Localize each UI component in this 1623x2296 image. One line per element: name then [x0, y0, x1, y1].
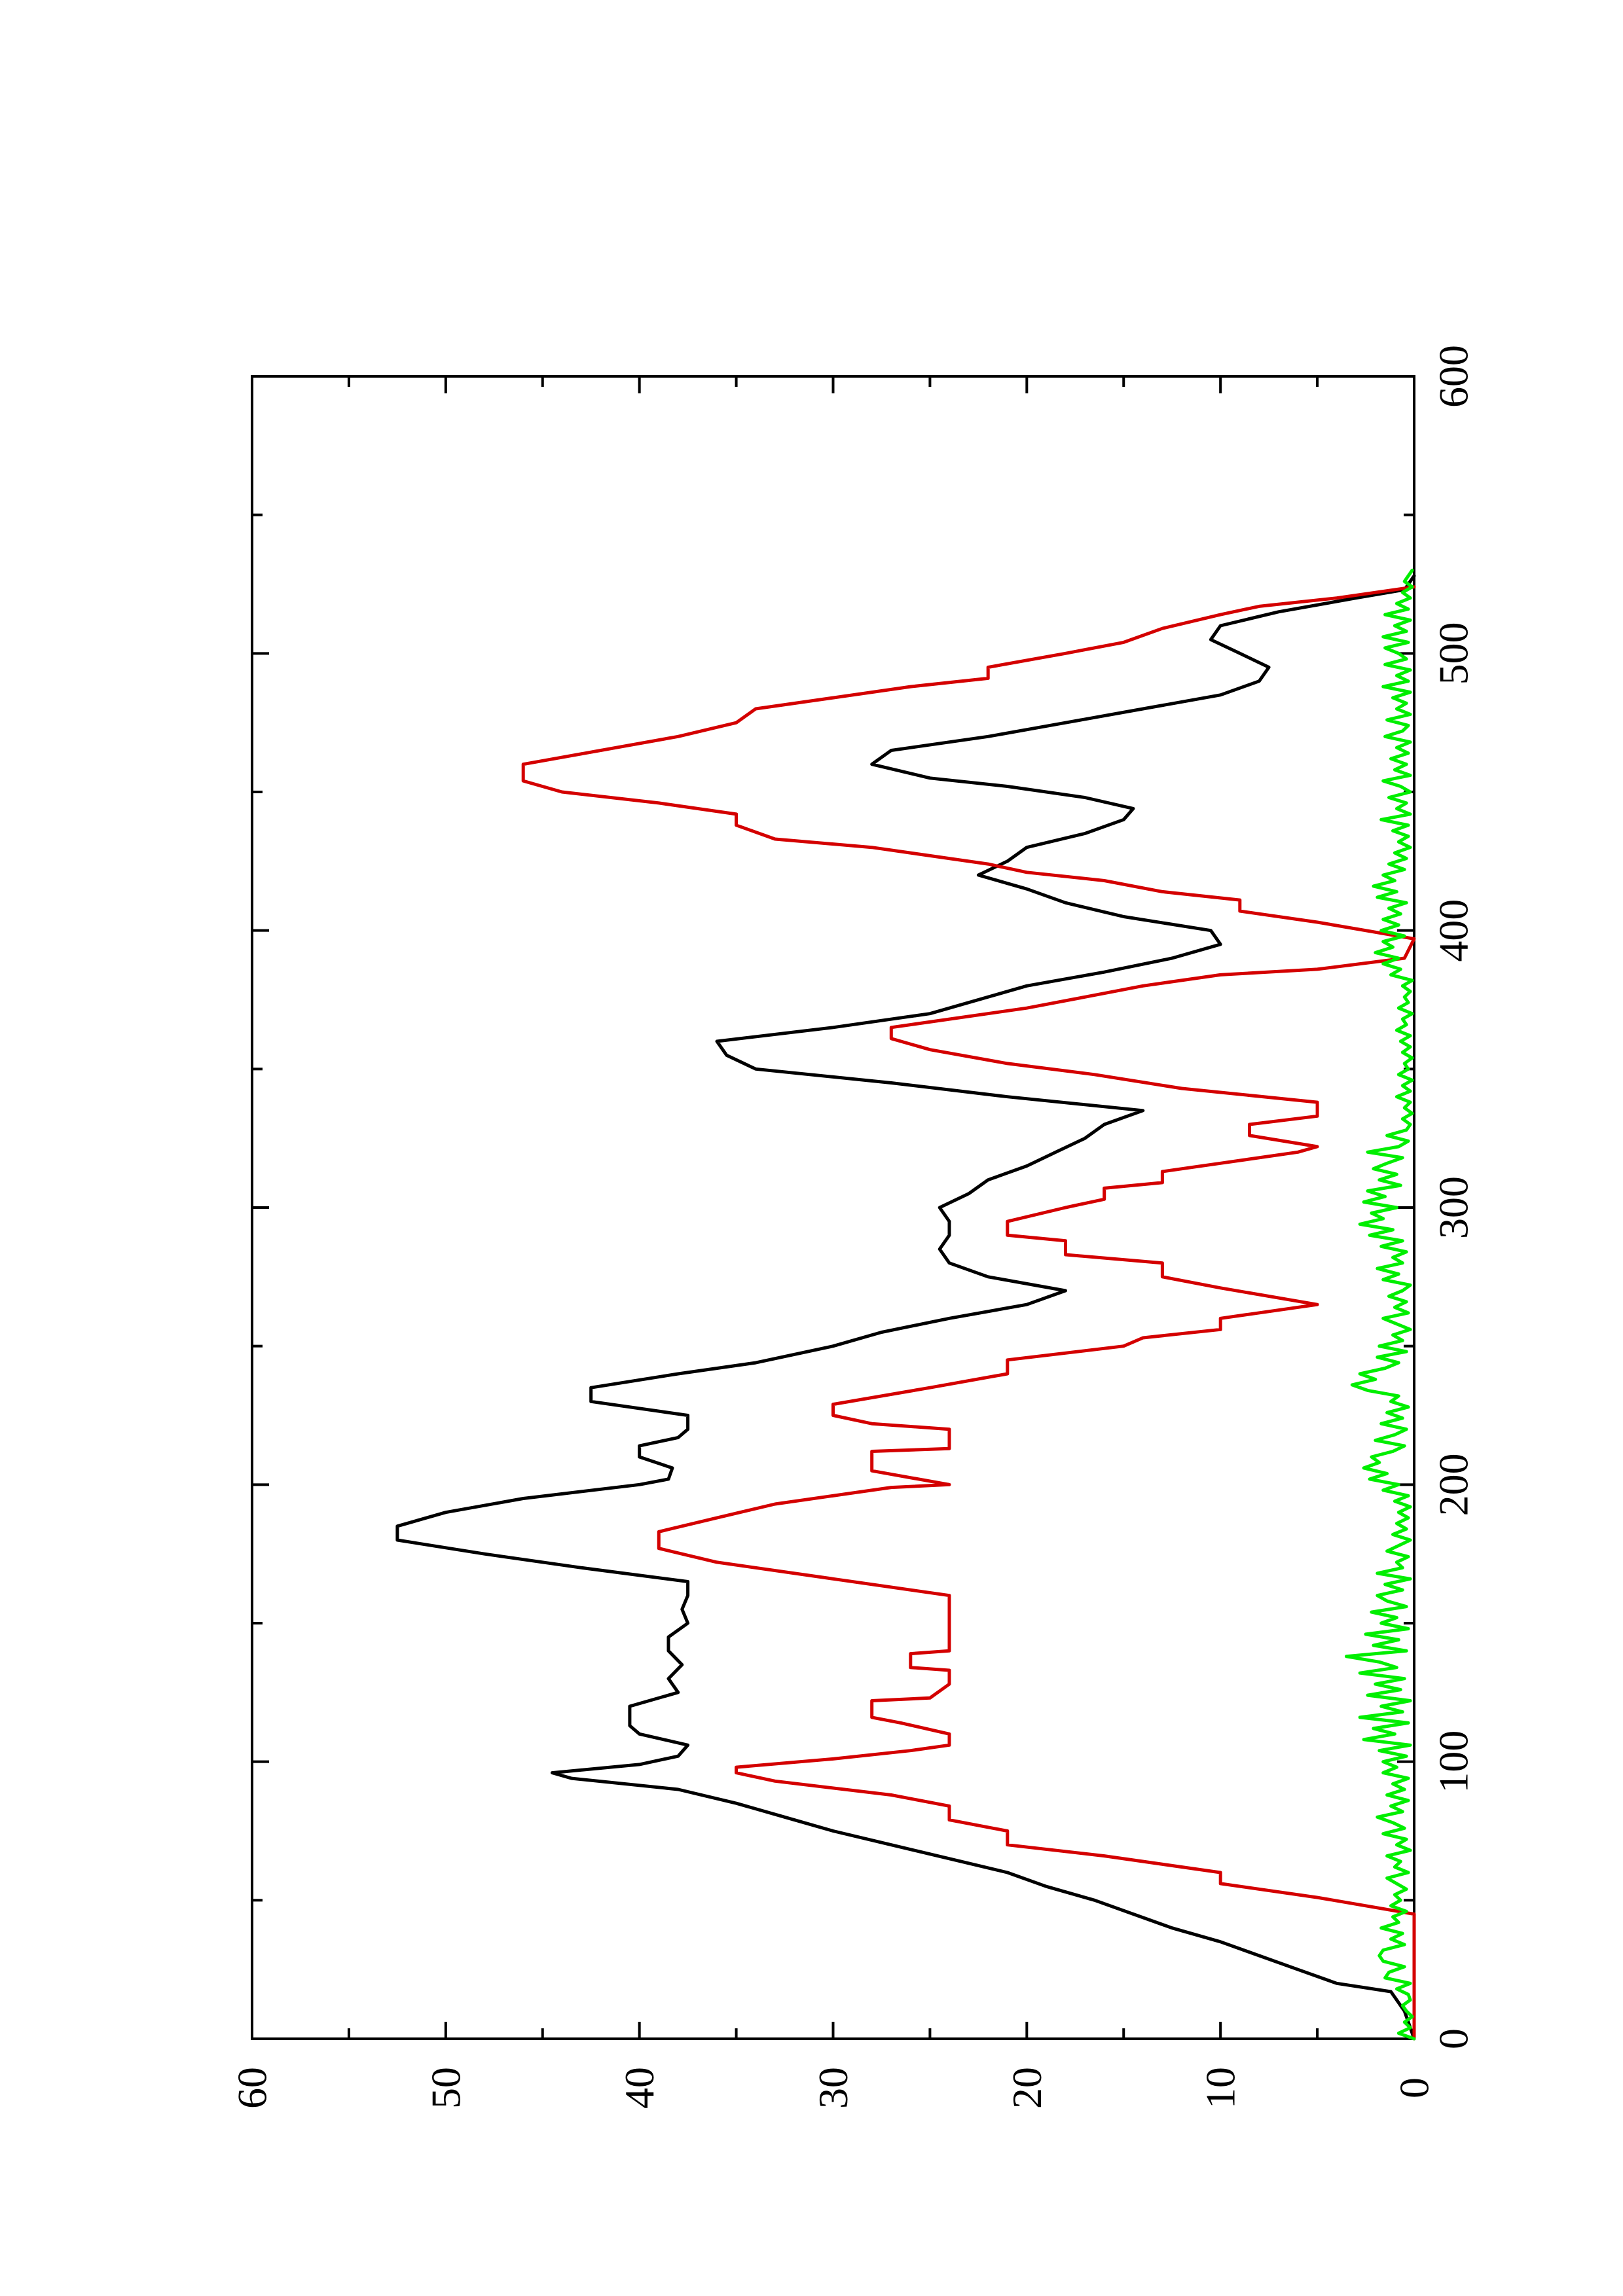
- axis-ticks: [251, 375, 1415, 2040]
- y-tick-label: 0: [1391, 2077, 1438, 2098]
- x-tick-label: 200: [1431, 1453, 1477, 1516]
- axis-tick-labels: 0 100 200 300 400 500 600 0 10 20 30 40 50 60: [229, 345, 1477, 2109]
- series-lines: [395, 568, 1416, 2041]
- y-tick-label: 40: [616, 2067, 663, 2109]
- x-tick-label: 400: [1431, 899, 1477, 962]
- series-line-1: [395, 574, 1416, 2041]
- x-tick-label: 100: [1431, 1731, 1477, 1793]
- x-tick-label: 600: [1431, 345, 1477, 408]
- y-tick-label: 60: [229, 2067, 276, 2109]
- y-tick-label: 20: [1004, 2067, 1050, 2109]
- y-tick-label: 50: [422, 2067, 469, 2109]
- x-tick-label: 0: [1431, 2028, 1477, 2049]
- y-tick-label: 10: [1197, 2067, 1244, 2109]
- series-line-3: [1345, 568, 1416, 2041]
- x-tick-label: 500: [1431, 622, 1477, 685]
- x-tick-label: 300: [1431, 1176, 1477, 1239]
- series-line-2: [521, 585, 1416, 2041]
- y-tick-label: 30: [810, 2067, 856, 2109]
